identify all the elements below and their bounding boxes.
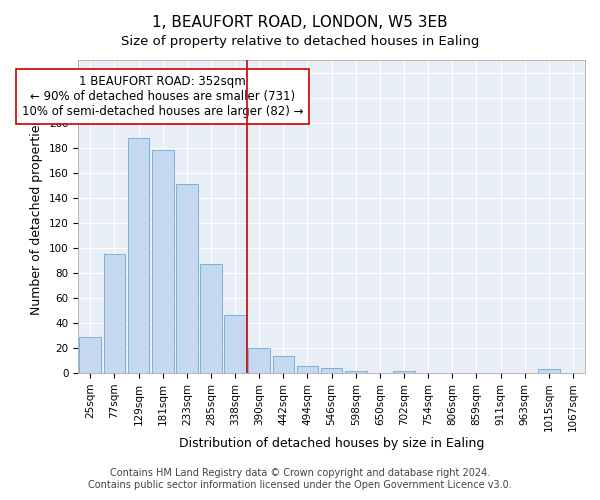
Bar bbox=[538, 370, 560, 373]
Bar bbox=[176, 184, 197, 373]
Bar bbox=[272, 356, 294, 373]
Bar bbox=[248, 348, 270, 373]
Bar bbox=[200, 264, 222, 373]
X-axis label: Distribution of detached houses by size in Ealing: Distribution of detached houses by size … bbox=[179, 437, 484, 450]
Text: Contains HM Land Registry data © Crown copyright and database right 2024.
Contai: Contains HM Land Registry data © Crown c… bbox=[88, 468, 512, 490]
Y-axis label: Number of detached properties: Number of detached properties bbox=[30, 118, 43, 315]
Bar bbox=[152, 150, 173, 373]
Bar bbox=[321, 368, 343, 373]
Bar bbox=[79, 337, 101, 373]
Text: 1, BEAUFORT ROAD, LONDON, W5 3EB: 1, BEAUFORT ROAD, LONDON, W5 3EB bbox=[152, 15, 448, 30]
Bar bbox=[224, 316, 246, 373]
Bar bbox=[296, 366, 319, 373]
Bar bbox=[104, 254, 125, 373]
Bar bbox=[128, 138, 149, 373]
Text: 1 BEAUFORT ROAD: 352sqm
← 90% of detached houses are smaller (731)
10% of semi-d: 1 BEAUFORT ROAD: 352sqm ← 90% of detache… bbox=[22, 75, 304, 118]
Bar bbox=[393, 370, 415, 373]
Text: Size of property relative to detached houses in Ealing: Size of property relative to detached ho… bbox=[121, 35, 479, 48]
Bar bbox=[345, 370, 367, 373]
